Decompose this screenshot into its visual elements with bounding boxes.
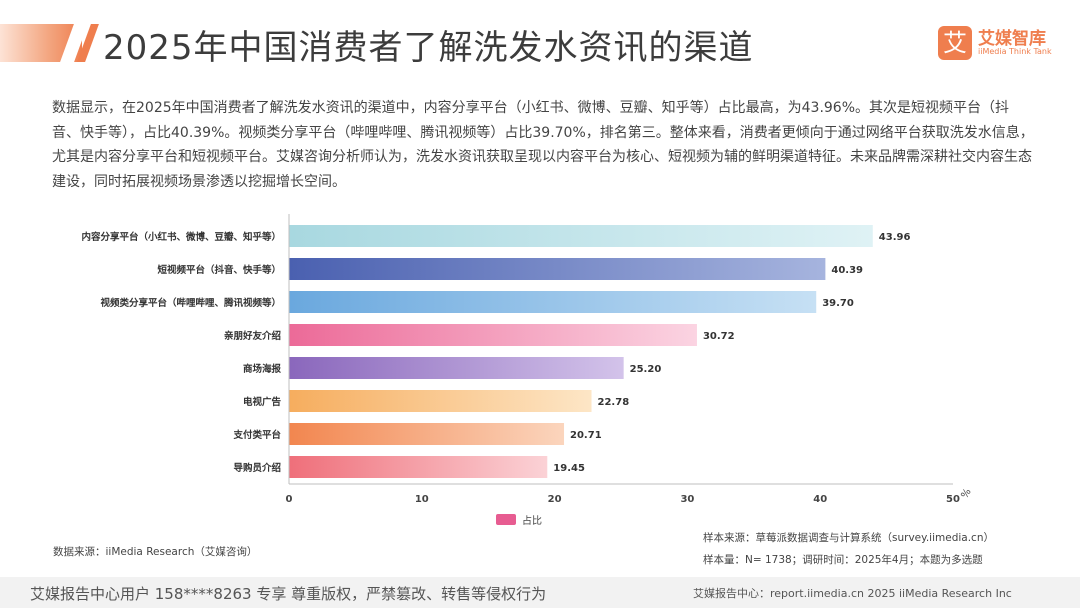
bar <box>289 291 817 313</box>
bar <box>289 423 565 445</box>
sample-source-note: 样本来源：草莓派数据调查与计算系统（survey.iimedia.cn） <box>703 532 994 544</box>
x-tick-label: 20 <box>548 494 562 505</box>
bar <box>289 258 826 280</box>
footer-copyright: 艾媒报告中心用户 158****8263 专享 尊重版权，严禁篡改、转售等侵权行… <box>30 585 547 603</box>
category-label: 短视频平台（抖音、快手等） <box>157 264 281 276</box>
category-label: 支付类平台 <box>232 429 281 441</box>
legend-swatch <box>496 514 516 525</box>
category-label: 视频类分享平台（哔哩哔哩、腾讯视频等） <box>100 297 281 309</box>
x-tick-label: 10 <box>415 494 429 505</box>
x-tick-label: 0 <box>286 494 293 505</box>
bar <box>289 390 592 412</box>
logo-text-en: iiMedia Think Tank <box>978 47 1052 56</box>
category-label: 商场海报 <box>243 363 282 375</box>
data-source-note: 数据来源：iiMedia Research（艾媒咨询） <box>53 546 258 558</box>
logo-mark-icon: 艾 <box>938 26 972 60</box>
bar-chart: 内容分享平台（小红书、微博、豆瓣、知乎等） 43.96 短视频平台（抖音、快手等） 4… <box>81 214 974 505</box>
description-paragraph: 数据显示，在2025年中国消费者了解洗发水资讯的渠道中，内容分享平台（小红书、微… <box>52 100 1034 190</box>
value-label: 39.70 <box>822 298 854 309</box>
value-label: 25.20 <box>630 364 662 375</box>
category-label: 电视广告 <box>243 396 282 408</box>
category-label: 亲朋好友介绍 <box>224 330 281 342</box>
category-label: 内容分享平台（小红书、微博、豆瓣、知乎等） <box>81 231 281 243</box>
category-label: 导购员介绍 <box>233 462 281 474</box>
footer-site: 艾媒报告中心：report.iimedia.cn 2025 iiMedia Re… <box>693 587 1012 600</box>
x-tick-label: 50 <box>946 494 960 505</box>
x-tick-label: 30 <box>680 494 694 505</box>
page-title: 2025年中国消费者了解洗发水资讯的渠道 <box>103 28 754 68</box>
bar <box>289 324 697 346</box>
value-label: 19.45 <box>553 463 585 474</box>
logo-text-cn: 艾媒智库 <box>978 29 1046 49</box>
x-tick-label: 40 <box>813 494 827 505</box>
sample-size-note: 样本量：N= 1738；调研时间：2025年4月；本题为多选题 <box>703 554 983 566</box>
value-label: 20.71 <box>570 430 602 441</box>
bar <box>289 456 548 478</box>
x-unit-label: % <box>959 487 973 501</box>
bar <box>289 225 873 247</box>
value-label: 40.39 <box>831 265 863 276</box>
value-label: 30.72 <box>703 331 735 342</box>
legend-label: 占比 <box>522 516 542 527</box>
value-label: 43.96 <box>879 232 911 243</box>
bar <box>289 357 624 379</box>
footer-bar: 艾媒报告中心用户 158****8263 专享 尊重版权，严禁篡改、转售等侵权行… <box>0 577 1080 608</box>
value-label: 22.78 <box>598 397 630 408</box>
